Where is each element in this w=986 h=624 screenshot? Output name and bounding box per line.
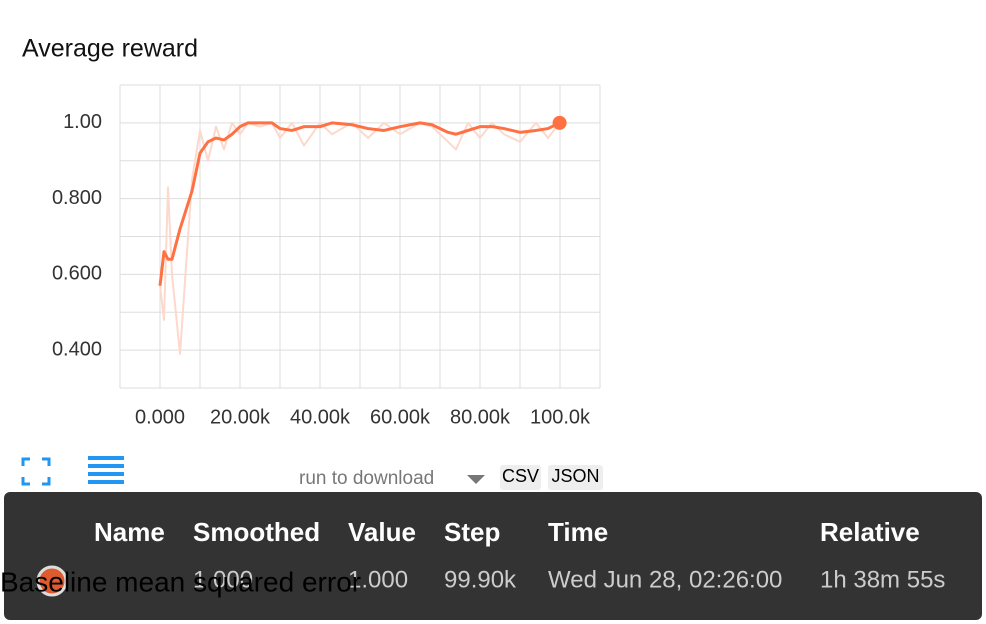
tooltip-header: Time [548,517,608,547]
plot: 0.400 0.600 0.800 1.00 0.000 20.00k 40.00k 60.0… [52,84,601,428]
csv-button[interactable]: CSV [500,465,541,490]
y-tick-label: 0.600 [52,263,102,285]
button-bg [548,465,603,490]
tooltip-header: Value [348,517,416,547]
list-icon-bar [88,464,124,468]
smoothed-line [158,121,561,286]
data-toggle-button[interactable] [88,456,124,484]
tooltip-header: Name [94,517,165,547]
button-bg [500,465,541,490]
json-label: JSON [551,466,599,486]
tooltip-cell: 1.000 [193,566,253,593]
list-icon-bar [88,480,124,484]
x-tick-label: 0.000 [135,406,185,428]
tooltip-cell: 1h 38m 55s [820,566,945,593]
tooltip-cell: 99.90k [444,566,517,593]
run-name: Baseline mean squared error [0,566,361,597]
y-tick-label: 1.00 [63,111,102,133]
y-tick-label: 0.400 [52,338,102,360]
y-tick-label: 0.800 [52,187,102,209]
tooltip-cell: 1.000 [348,566,408,593]
fullscreen-button[interactable] [21,457,51,486]
dropdown-placeholder: run to download [299,468,434,489]
x-tick-label: 80.00k [450,406,511,428]
list-icon-bar [88,472,124,476]
csv-label: CSV [502,466,539,486]
tooltip-box [4,492,982,620]
tooltip-header: Step [444,517,500,547]
tooltip-cell: Wed Jun 28, 02:26:00 [548,566,782,593]
json-button[interactable]: JSON [548,465,603,490]
x-tick-label: 40.00k [290,406,351,428]
fullscreen-icon [21,457,51,486]
run-swatch [36,565,68,597]
list-icon-bar [88,456,124,460]
x-tick-label: 100.0k [530,406,591,428]
chart-title: Average reward [22,35,198,63]
x-tick-label: 20.00k [210,406,271,428]
raw-line [159,121,561,355]
tooltip-header: Smoothed [193,517,320,547]
hover-point [552,115,567,130]
x-tick-label: 60.00k [370,406,431,428]
dropdown-arrow [467,475,485,484]
tooltip-header: Relative [820,517,920,547]
